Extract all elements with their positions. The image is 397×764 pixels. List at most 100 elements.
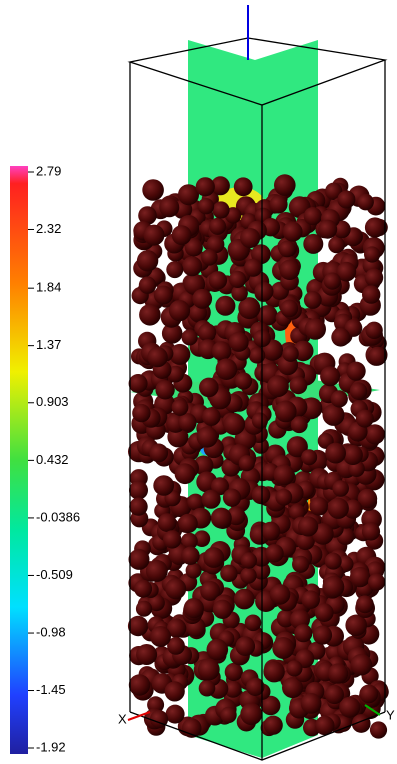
particle: [339, 696, 361, 718]
particle: [294, 624, 313, 643]
particle: [220, 564, 238, 582]
particle: [322, 575, 345, 598]
particle: [301, 449, 318, 466]
particle: [136, 250, 159, 272]
particle: [320, 366, 341, 387]
particle: [155, 380, 175, 400]
particle: [240, 228, 261, 248]
particle: [150, 626, 171, 647]
particle: [145, 559, 168, 582]
particle: [364, 217, 386, 238]
particle: [345, 614, 368, 637]
particle: [238, 455, 255, 472]
particle: [263, 661, 285, 683]
particle: [330, 390, 348, 408]
particle: [368, 573, 386, 591]
x-axis-label: X: [118, 711, 127, 726]
y-axis-label: Y: [386, 707, 395, 722]
particle: [303, 207, 322, 226]
particle: [178, 513, 198, 534]
particle: [165, 704, 185, 724]
particle: [254, 281, 274, 301]
particle: [324, 684, 344, 705]
particle: [166, 261, 184, 279]
particle: [240, 703, 263, 726]
particle: [328, 663, 349, 684]
particle: [312, 625, 333, 645]
particle: [233, 588, 255, 610]
particles: [127, 174, 389, 739]
particle: [280, 299, 299, 318]
particle: [200, 580, 221, 601]
particle: [364, 246, 381, 263]
particle: [206, 638, 229, 661]
particle: [143, 224, 165, 246]
particle: [346, 361, 366, 381]
particle: [210, 176, 230, 196]
particle: [181, 329, 198, 346]
particle: [212, 599, 233, 619]
particle: [325, 442, 346, 464]
particle: [197, 658, 220, 681]
particle: [127, 615, 149, 637]
particle: [344, 319, 363, 337]
domain-box: [127, 37, 388, 761]
particle: [263, 715, 283, 735]
colorbar-tick-label: -1.92: [36, 739, 66, 754]
particle: [276, 609, 295, 628]
colorbar-tick-label: -0.0386: [36, 509, 80, 524]
particle: [208, 271, 228, 290]
particle: [322, 403, 345, 426]
particle: [365, 321, 383, 339]
particle: [138, 276, 157, 294]
particle: [282, 221, 303, 242]
particle: [168, 300, 191, 322]
particle: [228, 331, 249, 352]
y-axis: [364, 704, 381, 716]
particle: [359, 684, 379, 704]
particle: [206, 235, 225, 254]
particle: [171, 399, 189, 416]
colorbar: [10, 166, 28, 754]
particle: [166, 618, 187, 638]
particle: [332, 480, 350, 497]
particle: [286, 436, 308, 458]
particle: [136, 644, 158, 665]
particle: [272, 637, 295, 659]
particle: [174, 463, 196, 485]
particle: [198, 679, 216, 697]
particle: [260, 695, 281, 716]
particle: [195, 177, 215, 197]
particle: [248, 347, 266, 364]
particle: [135, 600, 153, 617]
particle: [202, 407, 221, 426]
particle: [323, 272, 341, 290]
particle: [356, 595, 374, 614]
particle: [246, 677, 265, 696]
particle: [142, 179, 164, 201]
particle: [279, 259, 300, 280]
particle: [193, 530, 211, 547]
colorbar-tick-label: 2.32: [36, 221, 61, 236]
particle: [269, 195, 288, 214]
colorbar-tick-label: -0.98: [36, 624, 66, 639]
particle: [244, 258, 263, 277]
particle: [153, 285, 173, 305]
colorbar-tick-label: -0.509: [36, 567, 73, 582]
particle: [215, 295, 236, 316]
particle: [148, 594, 165, 612]
colorbar-tick-label: -1.45: [36, 682, 66, 697]
particle: [212, 201, 230, 219]
particle: [139, 304, 161, 326]
particle: [342, 445, 363, 465]
particle: [184, 238, 203, 257]
particle: [240, 567, 257, 584]
particle: [171, 225, 192, 246]
particle: [282, 345, 299, 362]
particle: [182, 256, 203, 277]
particle: [178, 184, 199, 206]
particle: [201, 489, 221, 509]
particle: [304, 318, 326, 340]
particle: [149, 443, 169, 463]
box-bottom: [129, 711, 386, 761]
